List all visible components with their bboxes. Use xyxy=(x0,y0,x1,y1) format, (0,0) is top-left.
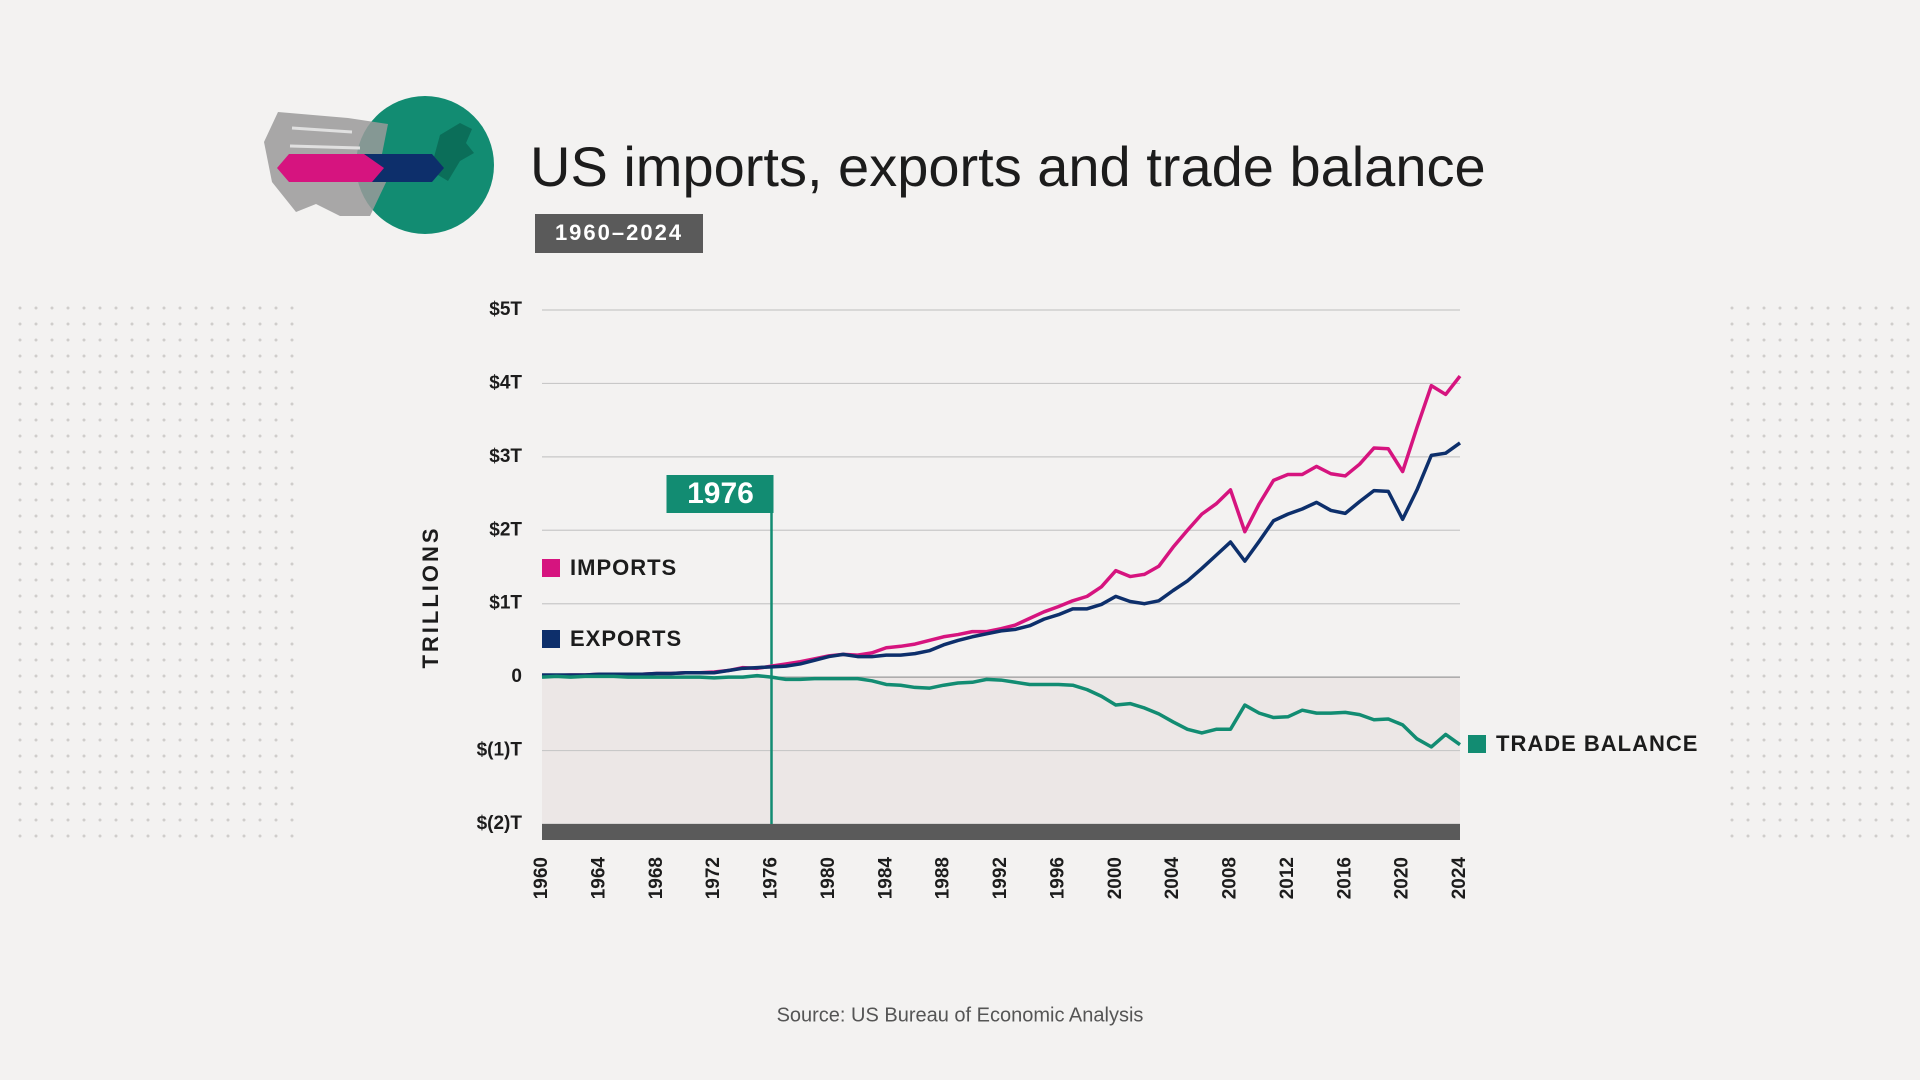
x-tick-label: 1996 xyxy=(1047,857,1068,899)
y-tick-label: $2T xyxy=(489,519,522,540)
x-tick-label: 2024 xyxy=(1449,857,1470,900)
y-tick-label: $4T xyxy=(489,372,522,393)
y-tick-label: $(2)T xyxy=(477,813,523,834)
series-line xyxy=(541,673,1462,749)
series-line xyxy=(542,441,1462,677)
y-tick-label: $5T xyxy=(489,299,522,320)
source: Source: US Bureau of Economic Analysis xyxy=(777,1004,1144,1026)
chart-subtitle: 1960–2024 xyxy=(555,220,683,245)
x-tick-label: 1960 xyxy=(531,857,552,899)
legend-swatch xyxy=(542,630,560,648)
x-tick-label: 2008 xyxy=(1220,857,1241,899)
dot-pattern xyxy=(8,296,303,844)
x-tick-label: 1980 xyxy=(818,857,839,899)
legend-label: EXPORTS xyxy=(570,626,682,651)
legend-swatch xyxy=(542,559,560,577)
y-tick-label: $3T xyxy=(489,446,522,467)
annotation-box xyxy=(666,475,774,513)
x-tick-label: 2016 xyxy=(1334,857,1355,899)
x-tick-label: 1976 xyxy=(761,857,782,899)
x-tick-label: 1988 xyxy=(933,857,954,899)
subtitle-box xyxy=(535,214,703,253)
x-tick-label: 2004 xyxy=(1162,857,1183,900)
icon xyxy=(264,96,494,234)
x-tick-label: 1984 xyxy=(875,857,896,900)
y-axis-label: TRILLIONS xyxy=(418,525,443,668)
x-tick-label: 1972 xyxy=(703,857,724,899)
x-tick-label: 1968 xyxy=(646,857,667,899)
legend-swatch xyxy=(1468,735,1486,753)
x-tick-label: 1992 xyxy=(990,857,1011,899)
chart-title: US imports, exports and trade balance xyxy=(530,135,1486,198)
legend-label: IMPORTS xyxy=(570,555,677,580)
annotation-label: 1976 xyxy=(687,477,754,510)
x-tick-label: 2000 xyxy=(1105,857,1126,899)
dot-pattern xyxy=(1728,296,1920,844)
y-tick-label: 0 xyxy=(511,666,522,687)
x-tick-label: 2020 xyxy=(1392,857,1413,899)
legend-label: TRADE BALANCE xyxy=(1496,731,1698,756)
y-tick-label: $(1)T xyxy=(477,740,523,761)
x-tick-label: 2012 xyxy=(1277,857,1298,899)
axis-bar xyxy=(542,824,1460,840)
y-tick-label: $1T xyxy=(489,593,522,614)
x-tick-label: 1964 xyxy=(588,857,609,900)
